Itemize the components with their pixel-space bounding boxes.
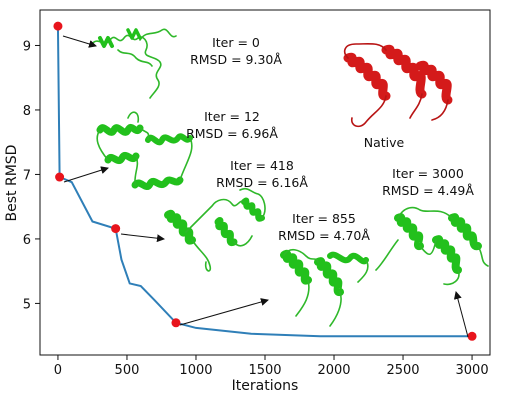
y-tick-label: 7: [23, 168, 31, 183]
x-tick-label: 1000: [179, 363, 212, 378]
annotation-iter-418: Iter = 418: [230, 158, 294, 173]
arrow-iter-0: [62, 35, 97, 48]
native-structure: [343, 42, 453, 128]
annotation-rmsd-418: RMSD = 6.16Å: [216, 175, 308, 190]
structure-iter-418: [164, 187, 266, 272]
structure-iter-12: [96, 111, 193, 190]
annotation-iter-0: Iter = 0: [212, 35, 260, 50]
data-point: [53, 21, 63, 31]
arrow-iter-418: [120, 233, 165, 243]
y-axis-label: Best RMSD: [4, 145, 20, 222]
y-tick-label: 5: [23, 297, 31, 312]
native-label: Native: [364, 135, 405, 150]
data-point: [111, 224, 121, 234]
x-tick-label: 2500: [386, 363, 419, 378]
annotation-rmsd-855: RMSD = 4.70Å: [278, 228, 370, 243]
annotation-rmsd-3000: RMSD = 4.49Å: [382, 183, 474, 198]
x-tick-label: 3000: [456, 363, 489, 378]
x-tick-label: 0: [54, 363, 62, 378]
y-tick-label: 9: [23, 39, 31, 54]
annotation-iter-3000: Iter = 3000: [392, 166, 464, 181]
highlight-points: [53, 21, 477, 341]
axis-ticks: 0 500 1000 1500 2000 2500 3000 5 6 7 8 9: [23, 39, 489, 378]
x-tick-label: 1500: [248, 363, 281, 378]
annotation-rmsd-12: RMSD = 6.96Å: [186, 126, 278, 141]
x-tick-label: 500: [115, 363, 140, 378]
structure-iter-0: [91, 28, 177, 99]
structure-iter-855: [280, 248, 369, 327]
y-tick-label: 8: [23, 104, 31, 119]
arrow-iter-855: [179, 298, 269, 326]
arrow-iter-12: [63, 166, 109, 183]
annotation-iter-12: Iter = 12: [204, 109, 260, 124]
annotation-rmsd-0: RMSD = 9.30Å: [190, 52, 282, 67]
data-point: [171, 318, 181, 328]
structure-iter-3000: [375, 206, 489, 286]
data-point: [55, 172, 65, 182]
x-axis-label: Iterations: [232, 378, 299, 394]
y-tick-label: 6: [23, 233, 31, 248]
arrow-iter-3000: [453, 291, 469, 338]
data-point: [467, 331, 477, 341]
series-line: [56, 26, 473, 338]
annotation-iter-855: Iter = 855: [292, 211, 356, 226]
x-tick-label: 2000: [317, 363, 350, 378]
